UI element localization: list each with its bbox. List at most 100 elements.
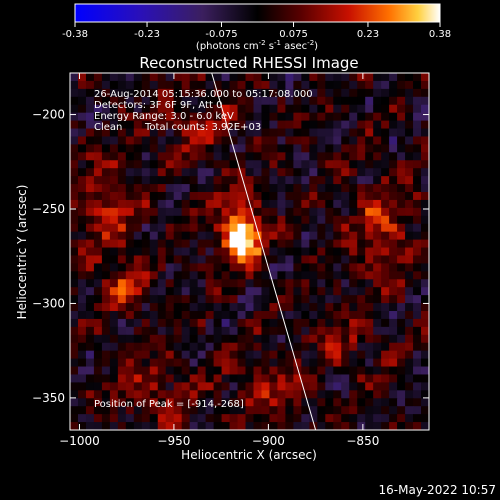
y-axis-label: Heliocentric Y (arcsec)	[15, 185, 29, 320]
heatmap-cell	[229, 104, 239, 114]
heatmap-cell	[70, 390, 79, 399]
heatmap-cell	[213, 279, 223, 288]
heatmap-cell	[405, 239, 414, 249]
heatmap-cell	[389, 223, 398, 233]
heatmap-cell	[397, 104, 406, 114]
heatmap-cell	[109, 334, 119, 344]
heatmap-cell	[357, 295, 366, 304]
heatmap-cell	[205, 88, 215, 98]
heatmap-cell	[229, 398, 239, 407]
heatmap-cell	[157, 120, 167, 130]
heatmap-cell	[117, 398, 127, 407]
heatmap-cell	[181, 215, 191, 225]
heatmap-cell	[141, 88, 151, 98]
heatmap-cell	[381, 192, 390, 201]
heatmap-cell	[269, 136, 279, 145]
heatmap-cell	[133, 255, 143, 264]
heatmap-cell	[365, 398, 374, 407]
heatmap-cell	[309, 287, 318, 296]
heatmap-cell	[133, 88, 143, 98]
heatmap-cell	[229, 366, 239, 376]
heatmap-cell	[93, 326, 103, 336]
heatmap-cell	[381, 128, 390, 138]
heatmap-cell	[261, 207, 271, 217]
heatmap-cell	[189, 199, 199, 209]
heatmap-cell	[389, 199, 398, 209]
heatmap-cell	[413, 96, 422, 106]
heatmap-cell	[70, 287, 79, 296]
heatmap-cell	[109, 271, 119, 280]
heatmap-cell	[237, 295, 247, 304]
heatmap-cell	[85, 80, 95, 90]
heatmap-cell	[365, 168, 374, 177]
heatmap-cell	[253, 366, 263, 376]
heatmap-cell	[205, 406, 215, 415]
heatmap-cell	[181, 247, 191, 257]
heatmap-cell	[397, 382, 406, 391]
heatmap-cell	[117, 342, 127, 352]
heatmap-cell	[181, 350, 191, 360]
heatmap-cell	[357, 80, 366, 90]
heatmap-cell	[253, 239, 263, 249]
heatmap-cell	[413, 207, 422, 217]
heatmap-cell	[309, 263, 318, 272]
heatmap-cell	[125, 168, 135, 177]
heatmap-cell	[101, 390, 111, 399]
heatmap-cell	[397, 207, 406, 217]
heatmap-cell	[421, 223, 429, 233]
heatmap-cell	[237, 152, 247, 161]
heatmap-cell	[325, 334, 334, 344]
heatmap-cell	[413, 136, 422, 145]
heatmap-cell	[349, 104, 358, 114]
heatmap-cell	[261, 374, 271, 383]
heatmap-cell	[373, 199, 382, 209]
heatmap-cell	[221, 144, 231, 153]
heatmap-cell	[85, 398, 95, 407]
heatmap-cell	[317, 414, 326, 423]
heatmap-cell	[237, 255, 247, 264]
heatmap-cell	[285, 128, 294, 138]
heatmap-cell	[229, 279, 239, 288]
heatmap-cell	[213, 303, 223, 312]
heatmap-cell	[141, 192, 151, 201]
heatmap-cell	[421, 104, 429, 114]
heatmap-cell	[165, 96, 175, 106]
heatmap-cell	[285, 80, 294, 90]
heatmap-cell	[245, 334, 255, 344]
heatmap-cell	[357, 263, 366, 272]
heatmap-cell	[109, 350, 119, 360]
heatmap-cell	[421, 390, 429, 399]
heatmap-cell	[173, 144, 183, 153]
heatmap-cell	[149, 255, 159, 264]
heatmap-cell	[229, 422, 239, 430]
heatmap-cell	[141, 136, 151, 145]
heatmap-cell	[181, 96, 191, 106]
heatmap-cell	[181, 223, 191, 233]
heatmap-cell	[405, 366, 414, 376]
heatmap-cell	[101, 414, 111, 423]
plot-frame	[69, 72, 430, 431]
heatmap-cell	[77, 414, 87, 423]
heatmap-cell	[117, 271, 127, 280]
heatmap-cell	[101, 96, 111, 106]
heatmap-cell	[221, 184, 231, 193]
heatmap-cell	[197, 199, 207, 209]
heatmap-cell	[277, 223, 286, 233]
heatmap-cell	[253, 184, 263, 193]
heatmap-cell	[189, 144, 199, 153]
heatmap-cell	[389, 73, 398, 82]
heatmap-cell	[101, 176, 111, 185]
heatmap-cell	[149, 231, 159, 241]
heatmap-cell	[373, 303, 382, 312]
heatmap-cell	[93, 184, 103, 193]
heatmap-cell	[357, 184, 366, 193]
heatmap-cell	[405, 231, 414, 241]
heatmap-cell	[317, 120, 326, 130]
heatmap-cell	[405, 263, 414, 272]
heatmap-cell	[349, 192, 358, 201]
heatmap-cell	[301, 136, 310, 145]
heatmap-cell	[333, 199, 342, 209]
heatmap-cell	[253, 287, 263, 296]
heatmap-cell	[221, 112, 231, 122]
heatmap-cell	[309, 136, 318, 145]
